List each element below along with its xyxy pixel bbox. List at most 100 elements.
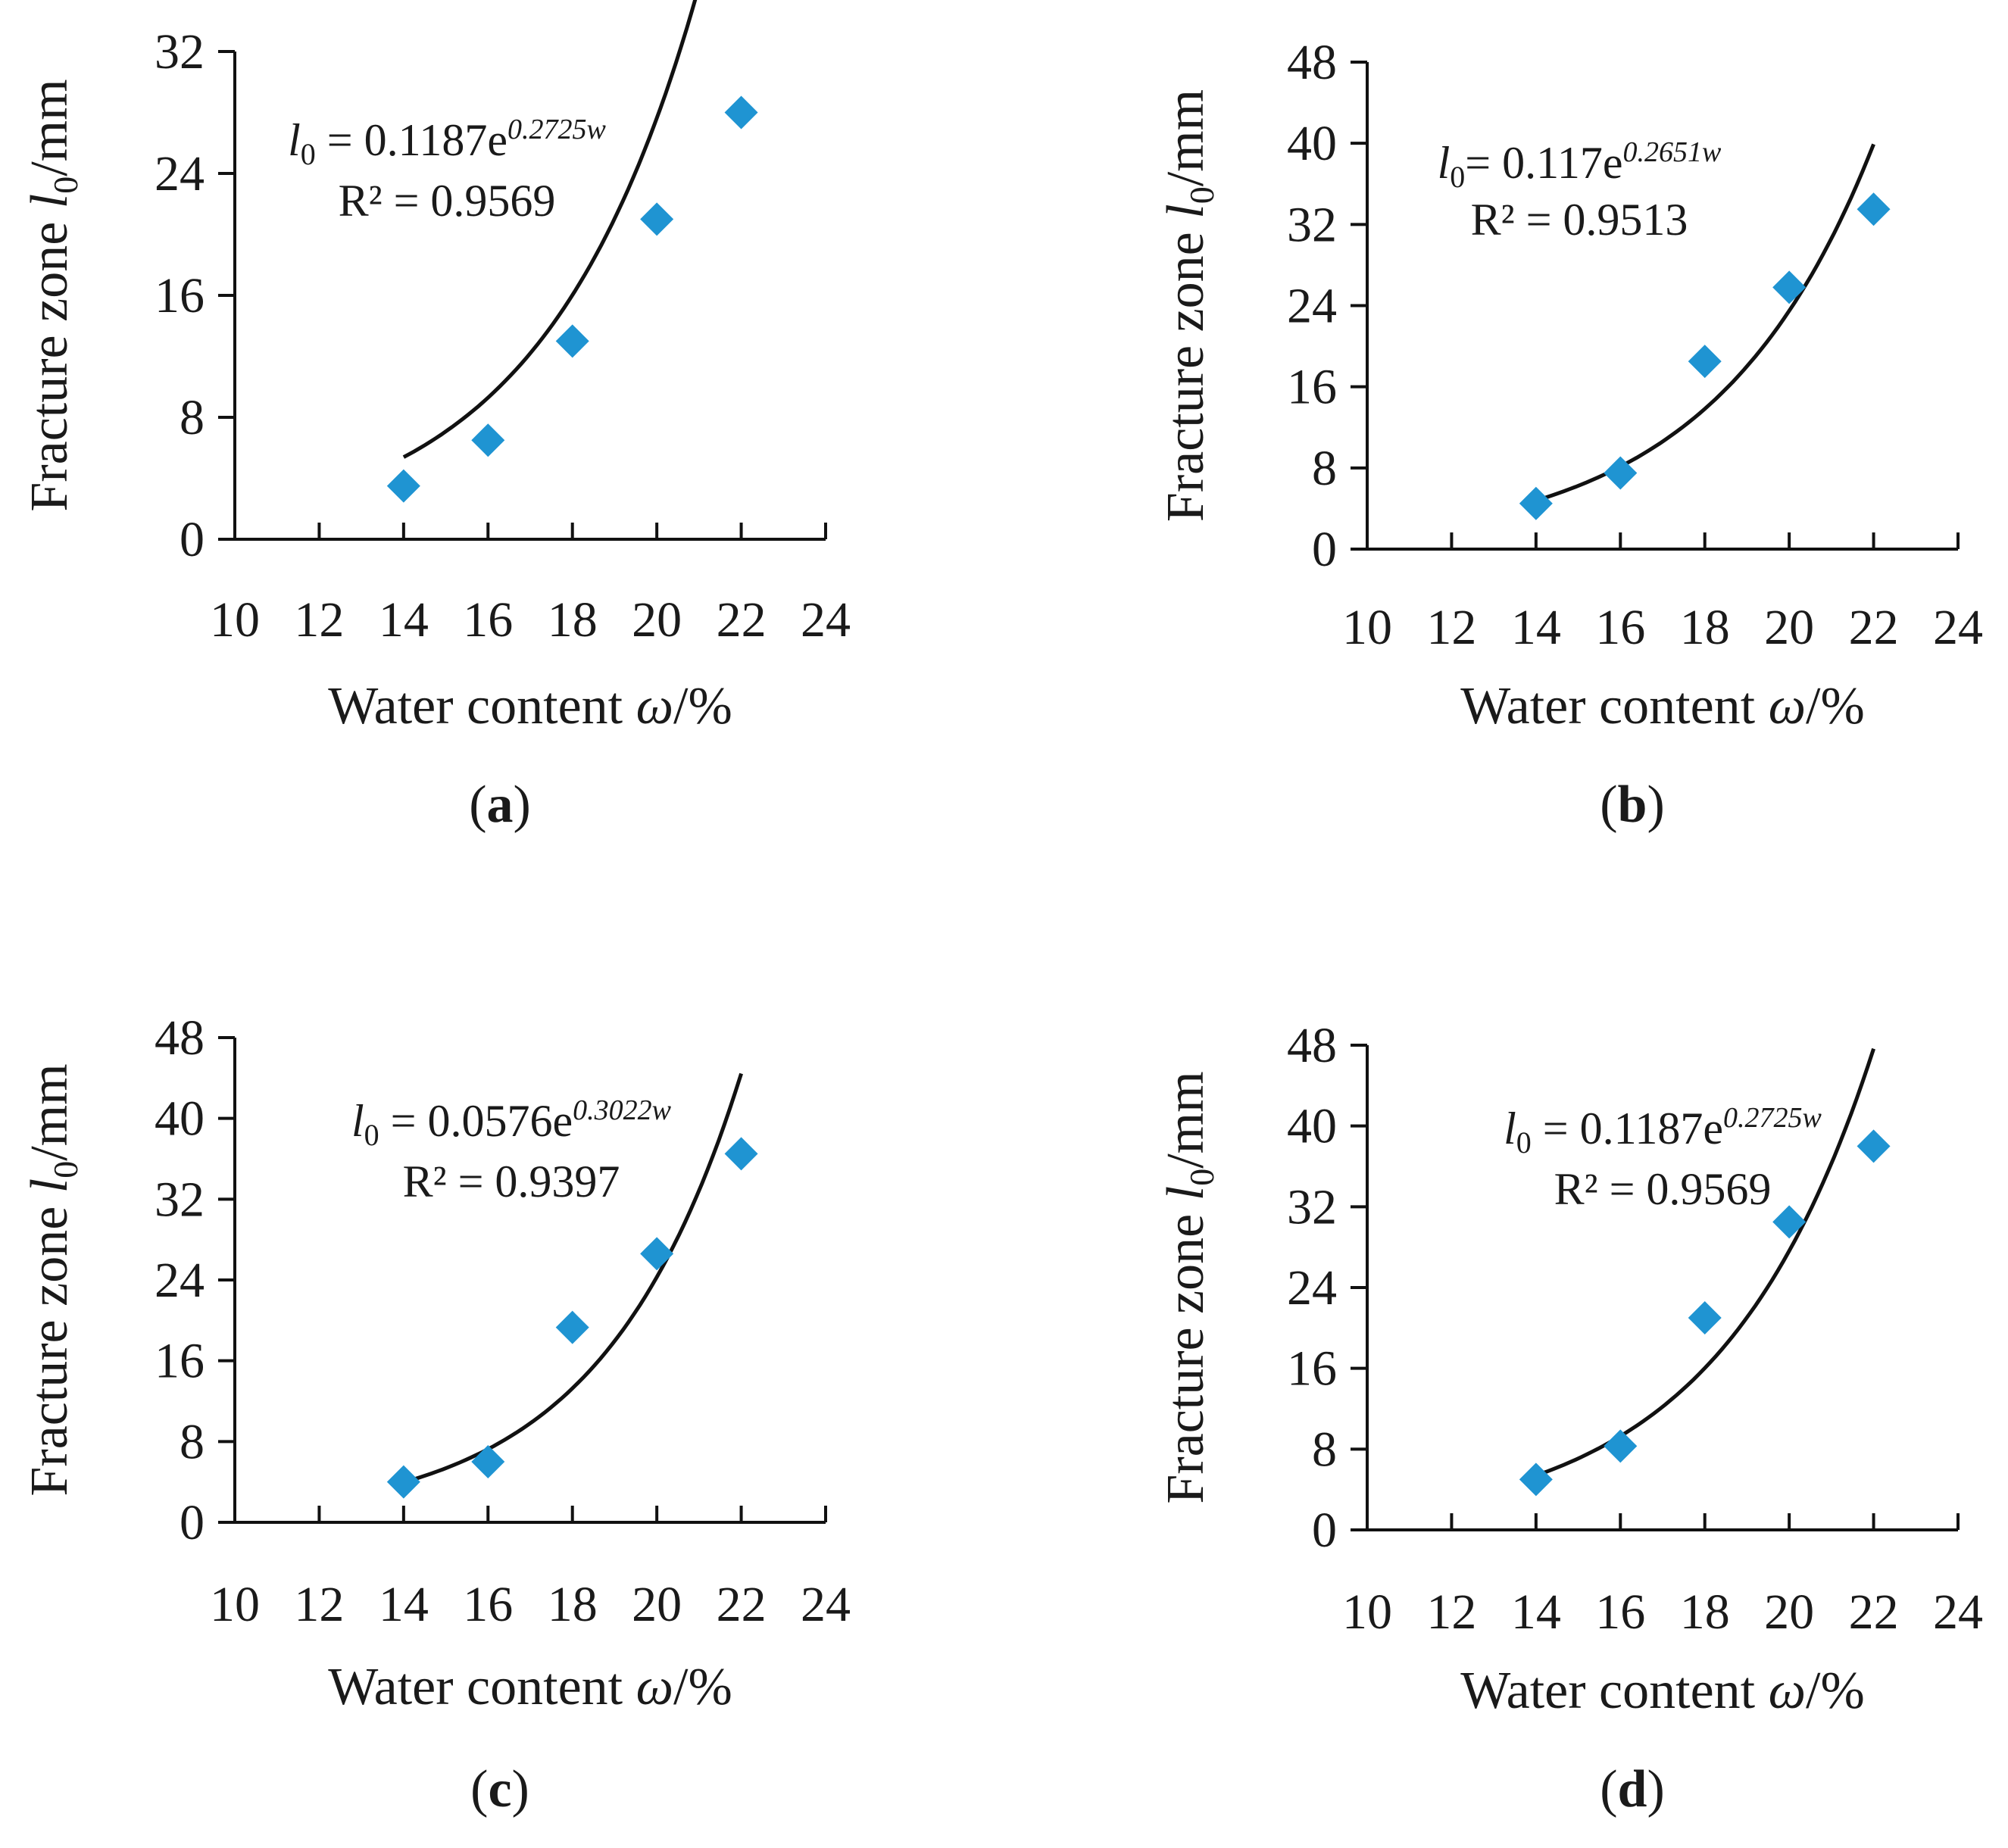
fit-equation: l0 = 0.0576e0.3022w <box>351 1094 672 1152</box>
x-tick-label: 24 <box>1933 600 1983 655</box>
y-tick-label: 24 <box>1287 1260 1337 1316</box>
panel-label: (b) <box>1600 776 1665 834</box>
x-tick-label: 16 <box>463 1577 513 1632</box>
y-tick-label: 40 <box>155 1091 205 1147</box>
fit-curve <box>403 1072 743 1484</box>
data-point <box>1688 1301 1722 1334</box>
chart-panel-a: 10 12 14 16 18 20 22 24 0 8 16 24 32 Water content ω/… <box>20 0 851 834</box>
panel-label: (c) <box>470 1760 529 1818</box>
data-point <box>1857 192 1891 226</box>
y-tick-label: 8 <box>180 1414 205 1469</box>
x-tick-label: 10 <box>210 592 260 648</box>
x-tick-label: 10 <box>210 1577 260 1632</box>
data-point <box>1688 345 1722 379</box>
chart-panel-c: 10 12 14 16 18 20 22 24 0 8 16 24 32 40 48 Water conten… <box>20 1010 851 1818</box>
y-tick-label: 0 <box>1312 1503 1337 1558</box>
y-tick-label: 24 <box>155 146 205 201</box>
x-tick-label: 18 <box>548 1577 598 1632</box>
x-tick-label: 14 <box>379 1577 429 1632</box>
y-axis-title: Fracture zone l0/mm <box>1157 1071 1221 1503</box>
y-tick-label: 48 <box>155 1010 205 1066</box>
y-axis-title: Fracture zone l0/mm <box>20 79 85 511</box>
y-tick-label: 0 <box>180 1495 205 1550</box>
fit-r-squared: R² = 0.9569 <box>339 176 556 226</box>
y-tick-label: 24 <box>1287 279 1337 334</box>
chart-panel-b: 10 12 14 16 18 20 22 24 0 8 16 24 32 40 48 Water conten… <box>1157 35 1983 834</box>
data-point <box>1772 270 1807 304</box>
y-tick-label: 48 <box>1287 1018 1337 1073</box>
x-tick-label: 16 <box>463 592 513 648</box>
data-point <box>386 469 420 503</box>
x-tick-label: 18 <box>1680 1584 1730 1640</box>
fit-r-squared: R² = 0.9569 <box>1554 1164 1772 1214</box>
data-point <box>471 1445 505 1478</box>
data-point <box>1604 1429 1638 1463</box>
x-tick-label: 24 <box>1933 1584 1983 1640</box>
y-tick-label: 48 <box>1287 35 1337 90</box>
x-tick-label: 12 <box>294 1577 344 1632</box>
y-tick-label: 16 <box>155 1334 205 1389</box>
data-point <box>1604 456 1638 490</box>
x-axis-title: Water content ω/% <box>328 1658 732 1716</box>
data-point <box>555 324 589 358</box>
x-tick-label: 22 <box>717 592 767 648</box>
fit-equation: l0= 0.117e0.2651w <box>1438 136 1722 194</box>
x-tick-label: 10 <box>1342 600 1392 655</box>
y-tick-label: 40 <box>1287 1099 1337 1154</box>
data-point <box>1519 1462 1553 1497</box>
x-tick-label: 24 <box>801 1577 851 1632</box>
x-tick-label: 12 <box>294 592 344 648</box>
data-point <box>471 423 505 457</box>
data-point <box>555 1310 589 1344</box>
x-tick-label: 14 <box>1511 600 1561 655</box>
chart-panel-d: 10 12 14 16 18 20 22 24 0 8 16 24 32 40 48 Water conten… <box>1157 1018 1983 1818</box>
y-tick-label: 40 <box>1287 116 1337 171</box>
fit-r-squared: R² = 0.9513 <box>1471 195 1688 245</box>
x-tick-label: 14 <box>1511 1584 1561 1640</box>
x-tick-label: 20 <box>1764 1584 1814 1640</box>
x-tick-label: 16 <box>1595 1584 1645 1640</box>
x-tick-label: 10 <box>1342 1584 1392 1640</box>
data-point <box>386 1465 420 1499</box>
data-point <box>724 95 758 130</box>
x-axis-title: Water content ω/% <box>1460 1662 1865 1720</box>
x-tick-label: 22 <box>1849 600 1899 655</box>
fit-equation: l0 = 0.1187e0.2725w <box>288 114 606 171</box>
x-tick-label: 20 <box>632 1577 682 1632</box>
x-tick-label: 12 <box>1426 600 1476 655</box>
y-axis-title: Fracture zone l0/mm <box>20 1063 85 1496</box>
x-tick-label: 24 <box>801 592 851 648</box>
y-tick-label: 32 <box>1287 1179 1337 1235</box>
data-point <box>1772 1205 1807 1239</box>
data-point <box>724 1137 758 1171</box>
panel-label: (a) <box>469 776 531 834</box>
fit-curve <box>402 0 698 459</box>
x-tick-label: 14 <box>379 592 429 648</box>
x-tick-label: 22 <box>717 1577 767 1632</box>
fit-equation: l0 = 0.1187e0.2725w <box>1504 1102 1822 1160</box>
data-point <box>640 1237 674 1271</box>
x-tick-label: 16 <box>1595 600 1645 655</box>
y-axis-title: Fracture zone l0/mm <box>1157 89 1221 522</box>
y-tick-label: 8 <box>1312 1422 1337 1477</box>
x-tick-label: 20 <box>632 592 682 648</box>
x-axis-title: Water content ω/% <box>328 677 732 735</box>
y-tick-label: 8 <box>180 390 205 445</box>
x-tick-label: 22 <box>1849 1584 1899 1640</box>
y-tick-label: 32 <box>1287 197 1337 252</box>
x-axis-title: Water content ω/% <box>1460 677 1865 735</box>
data-point <box>640 202 674 236</box>
y-tick-label: 32 <box>155 1172 205 1227</box>
data-point <box>1857 1129 1891 1163</box>
fit-curve <box>1535 143 1875 503</box>
y-tick-label: 8 <box>1312 441 1337 496</box>
x-tick-label: 18 <box>1680 600 1730 655</box>
x-tick-label: 20 <box>1764 600 1814 655</box>
y-tick-label: 0 <box>180 512 205 567</box>
fit-curve <box>1535 1047 1875 1478</box>
y-tick-label: 0 <box>1312 522 1337 577</box>
fit-r-squared: R² = 0.9397 <box>403 1157 620 1207</box>
data-point <box>1519 486 1553 520</box>
y-tick-label: 16 <box>1287 360 1337 415</box>
